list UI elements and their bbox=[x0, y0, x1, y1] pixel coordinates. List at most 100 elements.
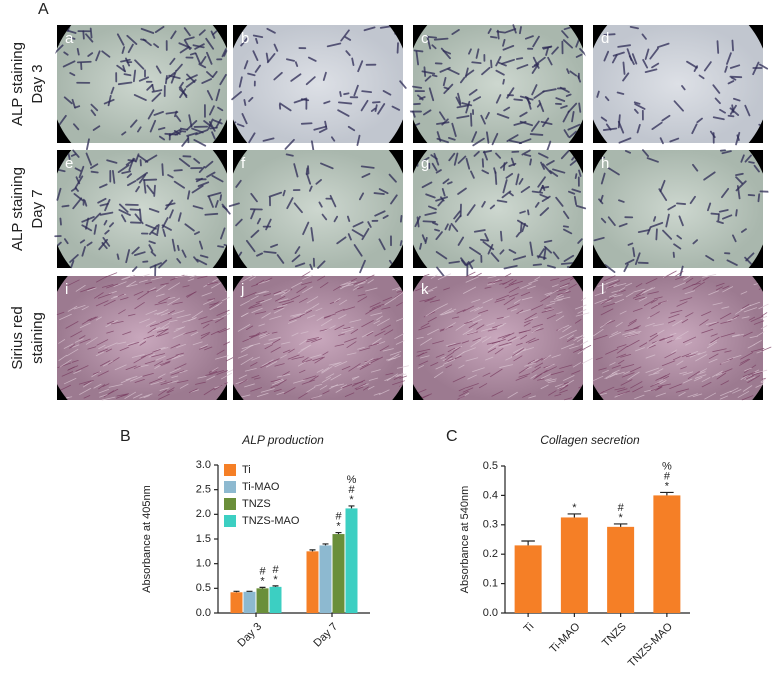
cell-streak bbox=[715, 282, 725, 287]
cell-streak bbox=[614, 298, 625, 304]
cell-streak bbox=[192, 205, 204, 210]
cell-streak bbox=[149, 323, 160, 327]
cell-streak bbox=[392, 286, 402, 291]
cell-streak bbox=[675, 271, 684, 277]
cell-streak bbox=[647, 340, 659, 349]
cell-streak bbox=[104, 229, 110, 235]
cell-streak bbox=[600, 116, 608, 122]
cell-streak bbox=[291, 356, 305, 360]
cell-streak bbox=[521, 149, 531, 156]
cell-streak bbox=[118, 203, 129, 213]
cell-streak bbox=[85, 337, 98, 345]
cell-streak bbox=[598, 198, 604, 205]
cell-streak bbox=[508, 139, 522, 144]
cell-streak bbox=[71, 360, 79, 363]
cell-streak bbox=[337, 109, 350, 117]
cell-streak bbox=[73, 370, 82, 374]
cell-streak bbox=[374, 104, 378, 112]
x-tick-label: TNZS-MAO bbox=[626, 620, 675, 669]
cell-streak bbox=[569, 158, 579, 166]
cell-streak bbox=[306, 173, 312, 185]
cell-streak bbox=[209, 126, 218, 130]
cell-streak bbox=[194, 43, 205, 50]
image-label: j bbox=[240, 281, 244, 298]
cell-streak bbox=[462, 387, 474, 393]
cell-streak bbox=[190, 389, 199, 393]
cell-streak bbox=[391, 105, 401, 111]
cell-streak bbox=[92, 125, 101, 131]
cell-streak bbox=[179, 88, 188, 97]
cell-streak bbox=[277, 304, 288, 308]
cell-streak bbox=[339, 299, 348, 305]
cell-streak bbox=[508, 279, 517, 286]
cell-streak bbox=[97, 348, 108, 354]
cell-streak bbox=[105, 348, 113, 353]
cell-streak bbox=[525, 337, 536, 343]
cell-streak bbox=[448, 152, 456, 162]
cell-streak bbox=[268, 336, 282, 341]
cell-streak bbox=[211, 174, 224, 183]
cell-streak bbox=[469, 112, 473, 127]
cell-streak bbox=[65, 29, 77, 34]
cell-streak bbox=[97, 197, 107, 204]
cell-streak bbox=[632, 247, 636, 258]
cell-streak bbox=[155, 328, 168, 338]
cell-streak bbox=[126, 173, 132, 179]
cell-streak bbox=[399, 80, 407, 89]
cell-streak bbox=[708, 290, 719, 296]
cell-streak bbox=[441, 188, 446, 197]
cell-streak bbox=[176, 343, 186, 348]
cell-streak bbox=[133, 365, 141, 369]
cell-streak bbox=[529, 133, 544, 136]
cell-streak bbox=[274, 378, 284, 383]
cell-streak bbox=[95, 351, 104, 357]
cell-streak bbox=[357, 293, 366, 297]
cell-streak bbox=[458, 364, 465, 369]
cell-streak bbox=[657, 329, 665, 335]
cell-streak bbox=[258, 291, 269, 295]
cell-streak bbox=[237, 324, 251, 332]
cell-streak bbox=[655, 228, 658, 241]
cell-streak bbox=[130, 375, 143, 382]
cell-streak bbox=[367, 279, 374, 284]
cell-streak bbox=[761, 376, 773, 380]
cell-streak bbox=[687, 393, 698, 398]
cell-streak bbox=[99, 202, 109, 207]
cell-streak bbox=[182, 285, 190, 288]
cell-streak bbox=[486, 340, 501, 345]
cell-streak bbox=[245, 239, 256, 253]
cell-streak bbox=[722, 285, 730, 290]
cell-streak bbox=[143, 335, 155, 340]
cell-streak bbox=[611, 290, 619, 293]
cell-streak bbox=[329, 194, 337, 208]
cell-streak bbox=[740, 352, 754, 360]
cell-streak bbox=[164, 74, 168, 85]
cell-streak bbox=[158, 393, 170, 400]
cell-streak bbox=[360, 99, 369, 112]
cell-streak bbox=[712, 302, 723, 306]
cell-streak bbox=[265, 361, 278, 368]
y-tick-label: 0.2 bbox=[483, 548, 498, 560]
cell-streak bbox=[420, 322, 430, 328]
significance-mark: % bbox=[662, 460, 672, 472]
cell-streak bbox=[73, 305, 86, 310]
cell-streak bbox=[531, 120, 540, 132]
cell-streak bbox=[568, 283, 577, 289]
cell-streak bbox=[156, 328, 169, 333]
cell-streak bbox=[96, 276, 108, 283]
cell-streak bbox=[710, 212, 719, 216]
cell-streak bbox=[657, 383, 671, 387]
cell-streak bbox=[732, 314, 740, 319]
cell-streak bbox=[138, 279, 148, 283]
cell-streak bbox=[456, 309, 466, 314]
cell-streak bbox=[241, 113, 248, 125]
cell-streak bbox=[399, 240, 403, 247]
cell-streak bbox=[632, 386, 644, 393]
cell-streak bbox=[274, 289, 288, 296]
cell-streak bbox=[719, 395, 728, 400]
cell-streak bbox=[333, 297, 341, 303]
cell-streak bbox=[127, 43, 134, 54]
cell-streak bbox=[417, 365, 424, 369]
cell-streak bbox=[160, 347, 169, 350]
cell-streak bbox=[481, 158, 485, 168]
